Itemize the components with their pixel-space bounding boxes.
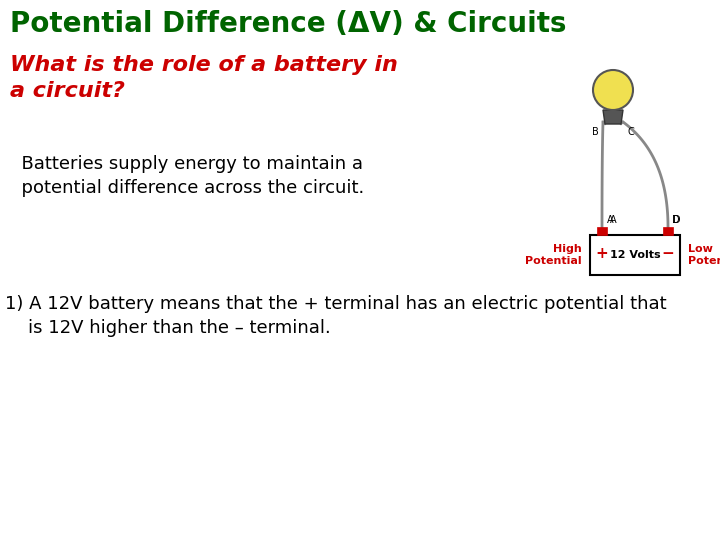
- Text: 1) A 12V battery means that the + terminal has an electric potential that
    is: 1) A 12V battery means that the + termin…: [5, 295, 667, 336]
- Text: D: D: [673, 215, 680, 225]
- Text: A: A: [610, 215, 616, 225]
- Text: What is the role of a battery in
a circuit?: What is the role of a battery in a circu…: [10, 55, 398, 100]
- Bar: [590, 235, 680, 275]
- Text: +: +: [595, 246, 608, 261]
- Text: High
Potential: High Potential: [526, 244, 582, 266]
- Text: 12 Volts: 12 Volts: [610, 250, 660, 260]
- Circle shape: [593, 70, 633, 110]
- Text: D: D: [672, 215, 680, 225]
- Bar: [597, 227, 607, 235]
- Polygon shape: [603, 110, 623, 124]
- Text: A: A: [607, 215, 613, 225]
- Text: Low
Potential: Low Potential: [688, 244, 720, 266]
- Bar: [663, 227, 673, 235]
- Text: Potential Difference (ΔV) & Circuits: Potential Difference (ΔV) & Circuits: [10, 10, 567, 38]
- Text: C: C: [628, 127, 634, 137]
- Text: Batteries supply energy to maintain a
  potential difference across the circuit.: Batteries supply energy to maintain a po…: [10, 155, 364, 197]
- Text: −: −: [662, 246, 675, 261]
- Text: B: B: [592, 127, 598, 137]
